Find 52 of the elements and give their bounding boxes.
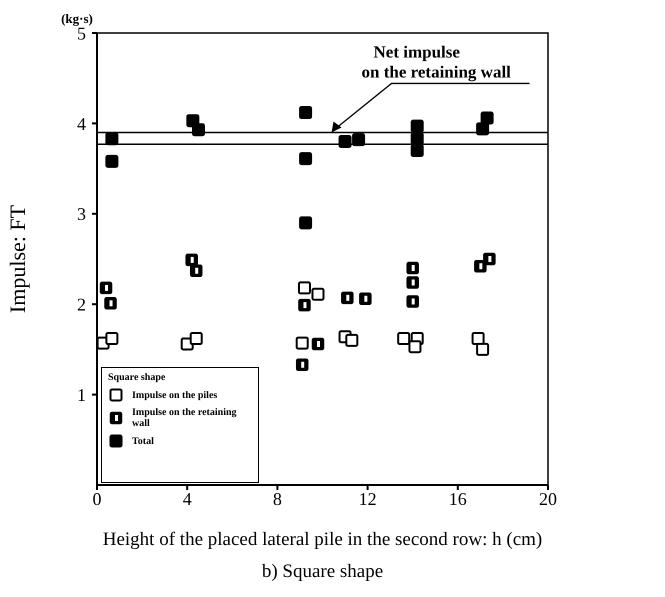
x-tick-label: 8 [272, 488, 282, 509]
point [476, 342, 490, 356]
point [312, 338, 324, 350]
point [298, 281, 311, 294]
point [338, 134, 352, 148]
y-tick-label: 1 [77, 384, 86, 405]
point [406, 276, 419, 289]
annotation: Net impulse on the retaining wall [362, 42, 512, 82]
point [480, 111, 494, 124]
x-tick-label: 20 [539, 488, 557, 509]
legend-title: Square shape [108, 372, 166, 383]
y-tick-label: 2 [77, 294, 86, 315]
legend-label: Impulse on the retaining wall [132, 407, 238, 429]
point [190, 264, 202, 277]
legend-label: Impulse on the piles [132, 390, 218, 400]
point [311, 288, 324, 301]
x-tick-label: 0 [92, 488, 102, 509]
point [406, 295, 419, 308]
point [105, 332, 118, 346]
point [100, 282, 112, 294]
text: b) Square shape [262, 561, 384, 582]
point [105, 154, 118, 168]
x-axis-title: Height of the placed lateral pile in the second row: h (cm) [102, 529, 542, 550]
point [472, 332, 485, 346]
x-tick-label: 4 [182, 488, 192, 509]
point [105, 132, 118, 146]
y-tick-label: 3 [77, 204, 86, 224]
point [359, 292, 372, 306]
point [298, 298, 311, 312]
point [408, 340, 422, 354]
point [299, 216, 312, 230]
point [406, 262, 419, 274]
point [410, 144, 424, 158]
point [483, 252, 496, 266]
point [397, 332, 410, 346]
legend-label: Total [132, 436, 154, 446]
point [296, 358, 308, 372]
point [104, 297, 117, 310]
point [299, 106, 312, 120]
point [345, 334, 358, 347]
point [296, 336, 309, 350]
point [410, 120, 424, 133]
point [476, 122, 490, 136]
point [352, 133, 366, 146]
point [299, 152, 312, 166]
point [341, 292, 354, 304]
x-tick-label: 12 [358, 488, 377, 509]
y-axis-title: Impulse: FT [4, 204, 30, 314]
y-tick-label: 4 [77, 114, 86, 134]
point [190, 332, 203, 346]
x-tick-label: 16 [448, 488, 467, 509]
point [192, 123, 205, 136]
